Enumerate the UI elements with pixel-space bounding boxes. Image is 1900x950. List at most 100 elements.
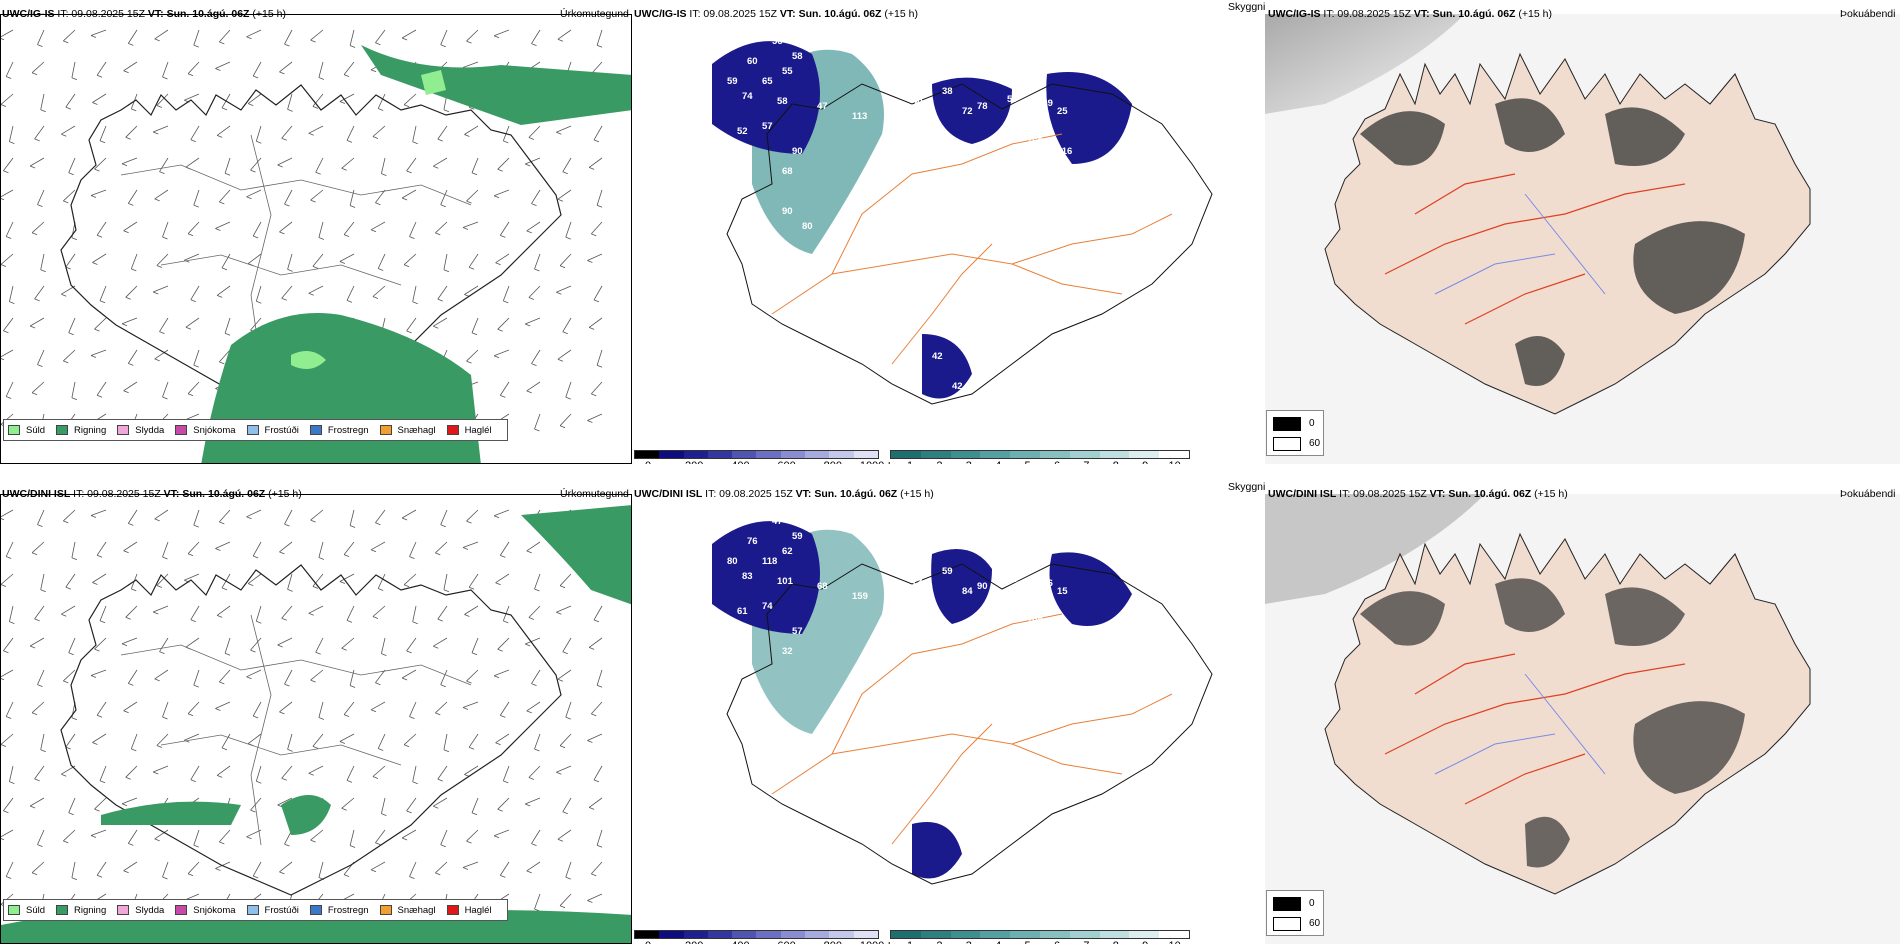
wind-barb [531,829,541,844]
cloud-base-area-north [931,549,992,624]
wind-barb-tick [462,707,469,710]
wind-barb [464,765,479,775]
wind-barb-tick [462,227,469,230]
cloud-base-value: 15 [1057,586,1068,597]
wind-barb [224,317,231,334]
wind-barb [401,189,417,199]
wind-barb-tick [31,232,38,236]
wind-barb [375,189,386,204]
cloud-base-value: 74 [762,601,773,612]
wind-barb [593,605,603,621]
wind-barb [557,29,572,40]
wind-barb-tick [63,680,69,684]
wind-barb-tick [246,676,252,680]
precip-header: UWC/IG-IS IT: 09.08.2025 15Z VT: Sun. 10… [2,8,286,20]
cloud-base-value: 60 [747,56,758,67]
wind-barb-tick [279,231,285,235]
visibility-ticks: 1 2 3 4 5 6 7 8 9 10 [907,460,1190,464]
wind-barb-tick [68,172,74,176]
wind-barb-tick [125,136,131,140]
wind-barb [65,253,76,268]
wind-barb [502,285,510,302]
wind-barb [318,701,324,718]
wind-barb-tick [464,614,470,617]
wind-barb-tick [372,136,379,139]
wind-barb [528,765,541,778]
wind-barb [349,509,355,526]
wind-barb [250,317,262,331]
wind-barb-tick [63,200,69,204]
wind-barb [193,189,200,206]
wind-barb [156,93,169,106]
wind-barb [31,541,45,553]
wind-barb [162,221,169,238]
wind-barb [94,637,107,650]
wind-barb [127,669,138,684]
wind-barb-tick [596,844,603,848]
rain-area-north [361,45,631,125]
wind-barb [312,93,324,107]
wind-barb [221,253,231,269]
wind-barb-tick [154,838,160,842]
wind-barb-tick [308,612,314,616]
wind-barb-tick [406,810,412,814]
wind-barb-tick [37,684,43,687]
legend-swatch [446,425,459,435]
wind-barb-tick [437,298,443,302]
wind-barb-tick [29,645,36,649]
wind-barb [349,669,355,686]
wind-barb-tick [3,810,9,814]
wind-barb-tick [412,141,418,145]
legend-item: Frostregn [309,905,369,916]
cloud-base-value: 44 [957,336,968,347]
wind-barb [29,317,45,327]
wind-barb [34,765,45,780]
wind-barb-tick [464,134,470,137]
wind-barb [556,605,572,613]
wind-barb [587,413,603,421]
fog-offshore-area [1265,14,1465,114]
wind-barb [401,669,417,679]
wind-barb [526,381,541,392]
wind-barb [308,285,324,294]
visibility-ticks: 1 2 3 4 5 6 7 8 9 10 [907,940,1190,944]
wind-barb [63,29,76,42]
wind-barb-tick [466,200,472,204]
wind-barb [493,29,510,37]
wind-barb [279,61,293,73]
legend-item: Slydda [117,905,164,916]
wind-barb [346,605,355,621]
wind-barb [499,221,510,236]
wind-barb [440,189,448,205]
wind-barb [499,701,510,716]
wind-barb [185,157,200,168]
wind-barb-tick [1,38,5,41]
wind-barb [94,797,107,810]
wind-barb-tick [556,291,562,295]
rain-area-southwest [101,801,241,825]
wind-barb [159,157,169,172]
wind-barb [284,509,293,525]
wind-barb-tick [343,234,350,237]
wind-barb-tick [557,358,564,362]
legend-item: Súld [8,425,45,436]
wind-barb [440,509,448,525]
wind-barb-tick [131,268,137,272]
wind-barb [1,669,14,678]
wind-barb-tick [248,103,254,106]
wind-barb [9,765,14,782]
road-network [771,613,1173,845]
wind-barb-tick [219,201,225,205]
wind-barb [495,573,510,584]
wind-barb-tick [90,35,97,38]
wind-barb [184,573,200,581]
wind-barb-tick [587,900,593,903]
legend-item: Haglél [446,905,492,916]
wind-barb-tick [466,520,472,524]
wind-barb-tick [153,291,159,295]
cloud-base-area-northeast [1049,552,1132,626]
wind-barb [123,381,138,392]
wind-barb [287,573,293,590]
wind-barb-tick [559,265,566,269]
wind-barb-tick [462,547,469,550]
